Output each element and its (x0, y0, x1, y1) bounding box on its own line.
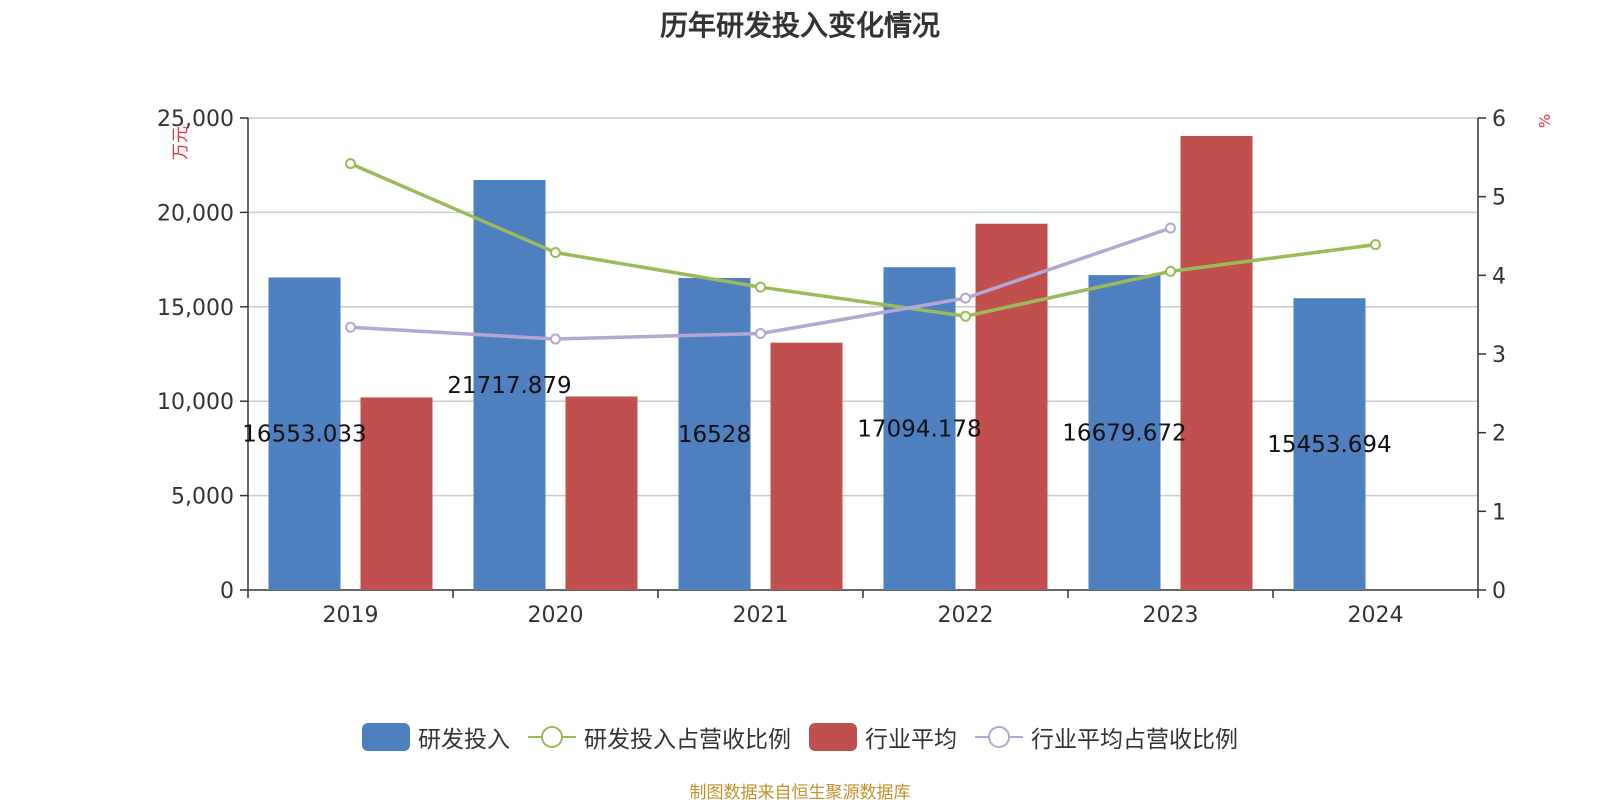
bar-industry-avg-2020 (565, 396, 638, 590)
right-axis-tick-label-5: 5 (1492, 186, 1506, 211)
left-axis-tick-label-3: 15,000 (157, 296, 234, 321)
point-industry-ratio-2022 (960, 292, 971, 304)
bar-rd-investment-2024 (1293, 298, 1366, 590)
right-axis-tick-label-6: 6 (1492, 107, 1506, 132)
bar-industry-avg-2022 (975, 223, 1048, 590)
right-axis-tick-label-3: 3 (1492, 343, 1506, 368)
right-axis-tick-label-1: 1 (1492, 500, 1506, 525)
bar-industry-avg-2021 (770, 342, 843, 590)
point-rd-ratio-2022 (960, 310, 971, 322)
legend-label-industry-avg: 行业平均 (865, 727, 957, 753)
x-axis-tick-label-3: 2022 (938, 603, 994, 628)
bar-rd-investment-2021 (678, 277, 751, 590)
legend-item-rd-ratio[interactable]: 研发投入占营收比例 (528, 720, 791, 754)
bar-industry-avg-2023 (1180, 135, 1253, 590)
right-axis-tick-label-4: 4 (1492, 264, 1506, 289)
left-axis-tick-label-5: 25,000 (157, 107, 234, 132)
x-axis-tick-label-1: 2020 (528, 603, 584, 628)
bar-rd-investment-2022 (883, 267, 956, 590)
point-industry-ratio-2019 (345, 321, 356, 333)
left-axis-tick-label-1: 5,000 (171, 485, 234, 510)
legend-item-industry-avg[interactable]: 行业平均 (809, 720, 957, 754)
right-axis-tick-label-0: 0 (1492, 579, 1506, 604)
right-axis-tick-label-2: 2 (1492, 422, 1506, 447)
legend-swatch-rd-investment (362, 723, 410, 751)
line-rd-ratio (349, 162, 1376, 319)
data-label-rd-investment-2024: 15453.694 (1267, 432, 1391, 458)
left-axis-unit-label: 万元 (171, 126, 191, 160)
x-axis-tick-label-4: 2023 (1143, 603, 1199, 628)
bar-rd-investment-2020 (473, 179, 546, 591)
data-label-rd-investment-2023: 16679.672 (1062, 421, 1186, 447)
chart-title: 历年研发投入变化情况 (659, 9, 940, 42)
legend-label-rd-investment: 研发投入 (418, 727, 510, 753)
point-rd-ratio-2020 (550, 247, 561, 259)
left-axis-tick-label-2: 10,000 (157, 390, 234, 415)
source-note: 制图数据来自恒生聚源数据库 (689, 783, 911, 803)
data-label-rd-investment-2021: 16528 (678, 422, 751, 448)
data-label-rd-investment-2020: 21717.879 (447, 373, 571, 399)
point-industry-ratio-2020 (550, 333, 561, 345)
legend-swatch-industry-avg (809, 723, 857, 751)
point-rd-ratio-2019 (345, 158, 356, 170)
right-axis-unit-label: % (1536, 114, 1554, 128)
x-axis-tick-label-5: 2024 (1348, 603, 1404, 628)
legend: 研发投入 研发投入占营收比例 行业平均 行业平均占营收比例 (0, 720, 1600, 754)
point-rd-ratio-2021 (755, 281, 766, 293)
bar-rd-investment-2019 (268, 277, 341, 590)
legend-item-rd-investment[interactable]: 研发投入 (362, 720, 510, 754)
data-label-rd-investment-2019: 16553.033 (242, 422, 366, 448)
bar-rd-investment-2023 (1088, 275, 1161, 590)
point-rd-ratio-2024 (1370, 239, 1381, 251)
left-axis-tick-label-0: 0 (220, 579, 234, 604)
bar-industry-avg-2019 (360, 397, 433, 590)
left-axis-tick-label-4: 20,000 (157, 201, 234, 226)
point-industry-ratio-2021 (755, 328, 766, 340)
x-axis-tick-label-0: 2019 (323, 603, 379, 628)
point-rd-ratio-2023 (1165, 265, 1176, 277)
data-label-rd-investment-2022: 17094.178 (857, 417, 981, 443)
legend-item-industry-ratio[interactable]: 行业平均占营收比例 (975, 720, 1238, 754)
x-axis-tick-label-2: 2021 (733, 603, 789, 628)
point-industry-ratio-2023 (1165, 222, 1176, 234)
legend-swatch-rd-ratio (528, 726, 576, 748)
legend-label-industry-ratio: 行业平均占营收比例 (1031, 727, 1238, 753)
legend-swatch-industry-ratio (975, 726, 1023, 748)
legend-label-rd-ratio: 研发投入占营收比例 (584, 727, 791, 753)
